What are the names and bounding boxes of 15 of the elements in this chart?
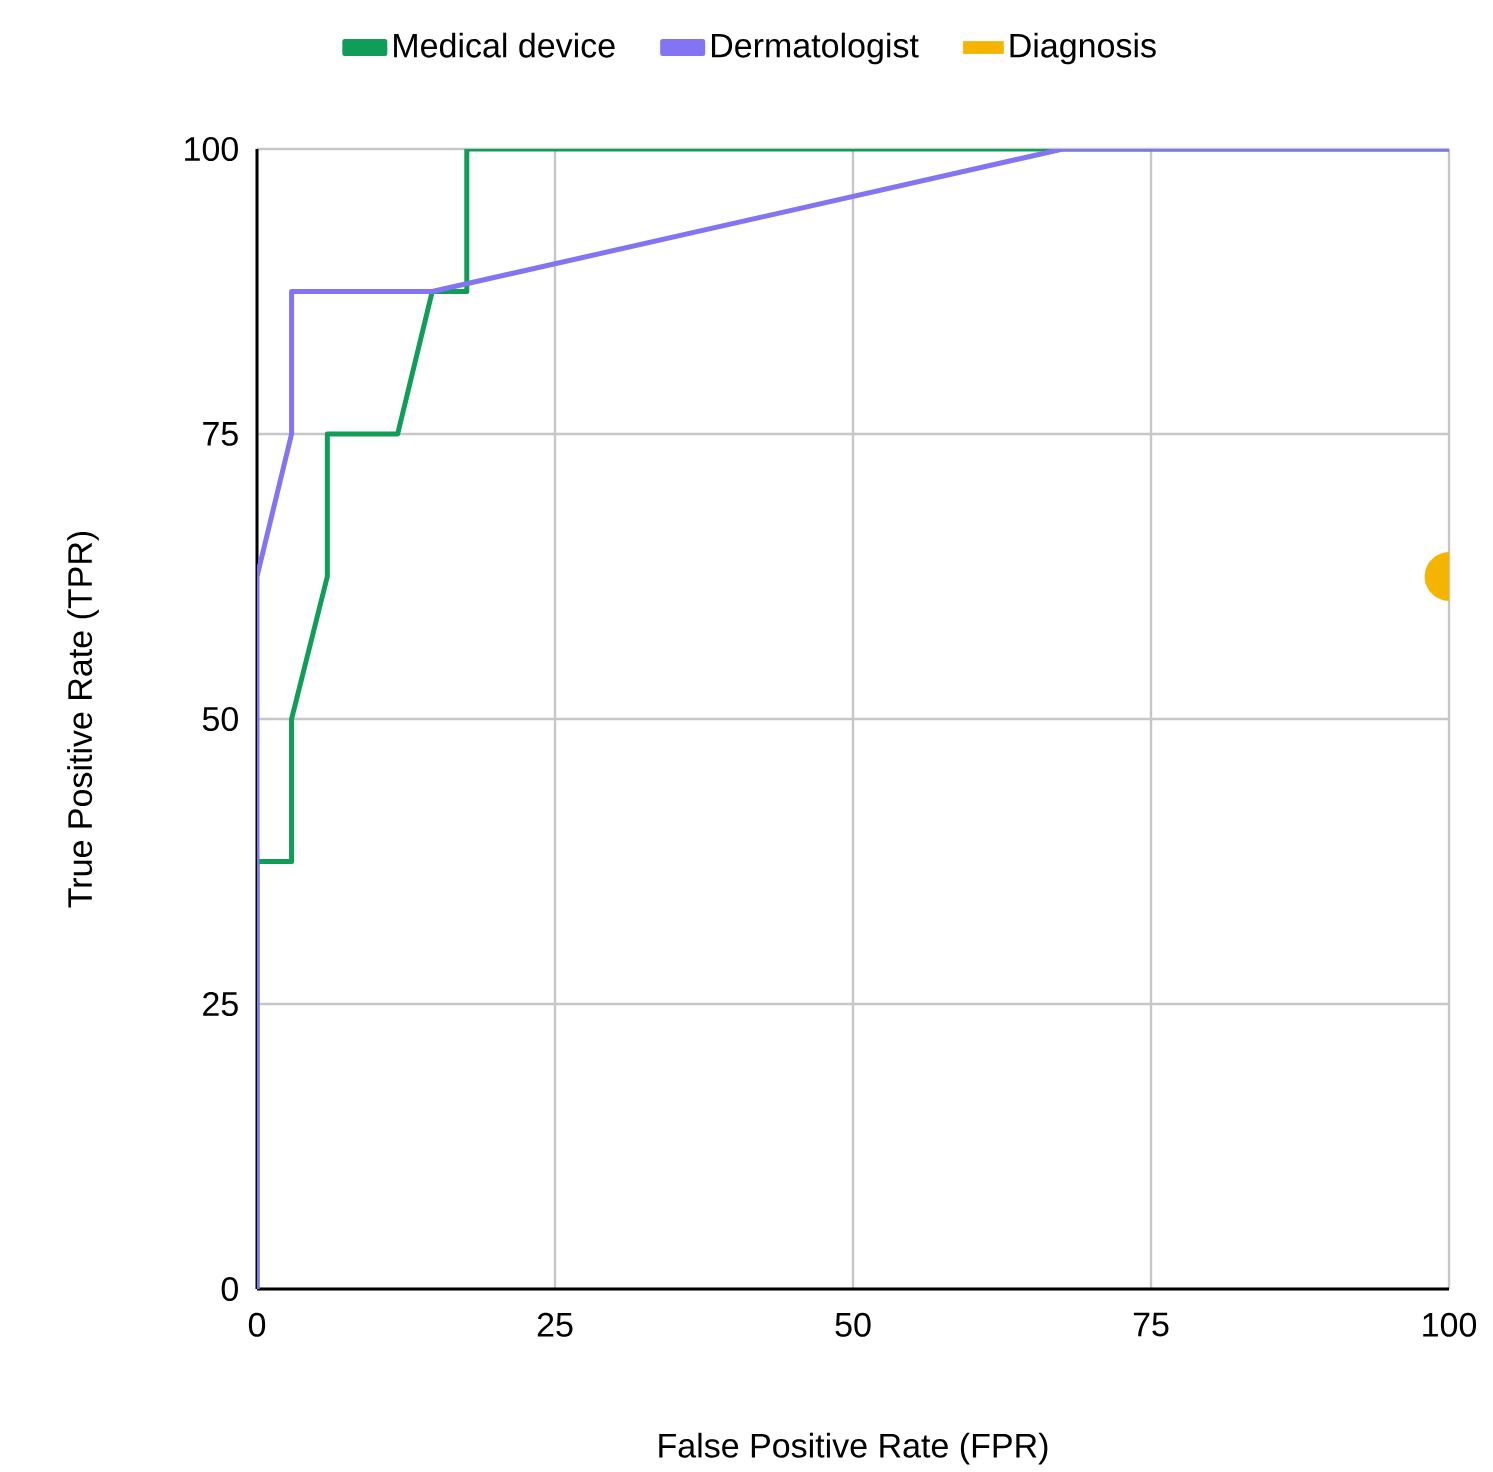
x-tick-label: 25: [537, 1312, 573, 1337]
y-tick-label: 75: [203, 422, 238, 446]
x-axis-title: False Positive Rate (FPR): [659, 1432, 1048, 1465]
x-tick-label: 75: [1133, 1312, 1169, 1337]
legend-label: Medical device: [394, 32, 615, 58]
x-tick-label: 50: [835, 1312, 871, 1337]
y-tick-label: 0: [221, 1276, 238, 1302]
y-tick-label: 25: [203, 991, 238, 1017]
y-tick-label: 50: [202, 706, 238, 732]
legend-label: Dermatologist: [711, 32, 919, 65]
x-tick-label: 0: [248, 1312, 266, 1337]
y-axis-title: True Positive Rate (TPR): [67, 531, 99, 908]
legend-label: Diagnosis: [1010, 32, 1156, 65]
y-tick-label: 100: [185, 136, 238, 162]
x-tick-label: 100: [1423, 1312, 1477, 1337]
